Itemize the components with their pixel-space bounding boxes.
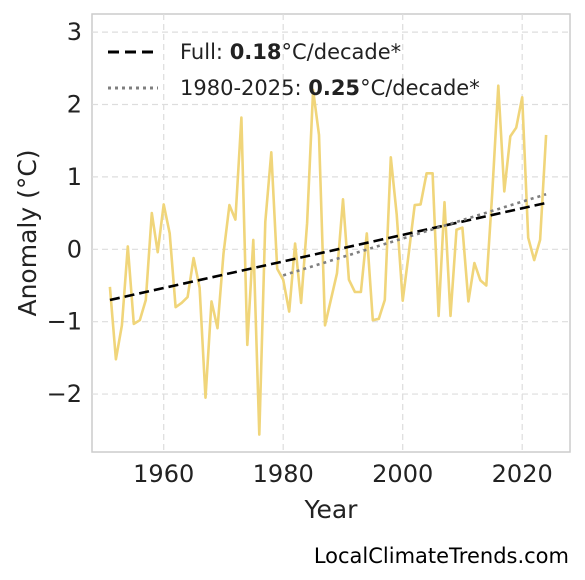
y-tick-label: −1 bbox=[47, 308, 82, 336]
x-axis-label: Year bbox=[304, 495, 359, 524]
series-layer bbox=[108, 84, 548, 436]
x-tick-label: 2000 bbox=[372, 460, 433, 488]
legend-swatch-dashed bbox=[108, 50, 158, 54]
y-tick-label: 1 bbox=[67, 163, 82, 191]
y-axis-ticks: 3 2 1 0 −1 −2 bbox=[47, 18, 82, 408]
legend-swatch-dotted bbox=[108, 86, 158, 90]
x-axis-ticks: 1960 1980 2000 2020 bbox=[133, 460, 553, 488]
x-tick-label: 1980 bbox=[253, 460, 314, 488]
x-tick-label: 1960 bbox=[133, 460, 194, 488]
gridlines bbox=[92, 14, 570, 452]
legend-label-recent: 1980-2025: 0.25°C/decade* bbox=[180, 76, 480, 100]
legend-label-full: Full: 0.18°C/decade* bbox=[180, 40, 402, 64]
y-tick-label: 3 bbox=[67, 18, 82, 46]
x-tick-label: 2020 bbox=[492, 460, 553, 488]
legend-item-full: Full: 0.18°C/decade* bbox=[108, 34, 480, 70]
y-tick-label: −2 bbox=[47, 380, 82, 408]
anomaly-series-line bbox=[108, 84, 548, 436]
legend-item-recent: 1980-2025: 0.25°C/decade* bbox=[108, 70, 480, 106]
y-tick-label: 0 bbox=[67, 235, 82, 263]
y-axis-label: Anomaly (°C) bbox=[13, 149, 42, 316]
legend: Full: 0.18°C/decade* 1980-2025: 0.25°C/d… bbox=[108, 34, 480, 106]
y-tick-label: 2 bbox=[67, 90, 82, 118]
site-credit: LocalClimateTrends.com bbox=[313, 544, 569, 568]
